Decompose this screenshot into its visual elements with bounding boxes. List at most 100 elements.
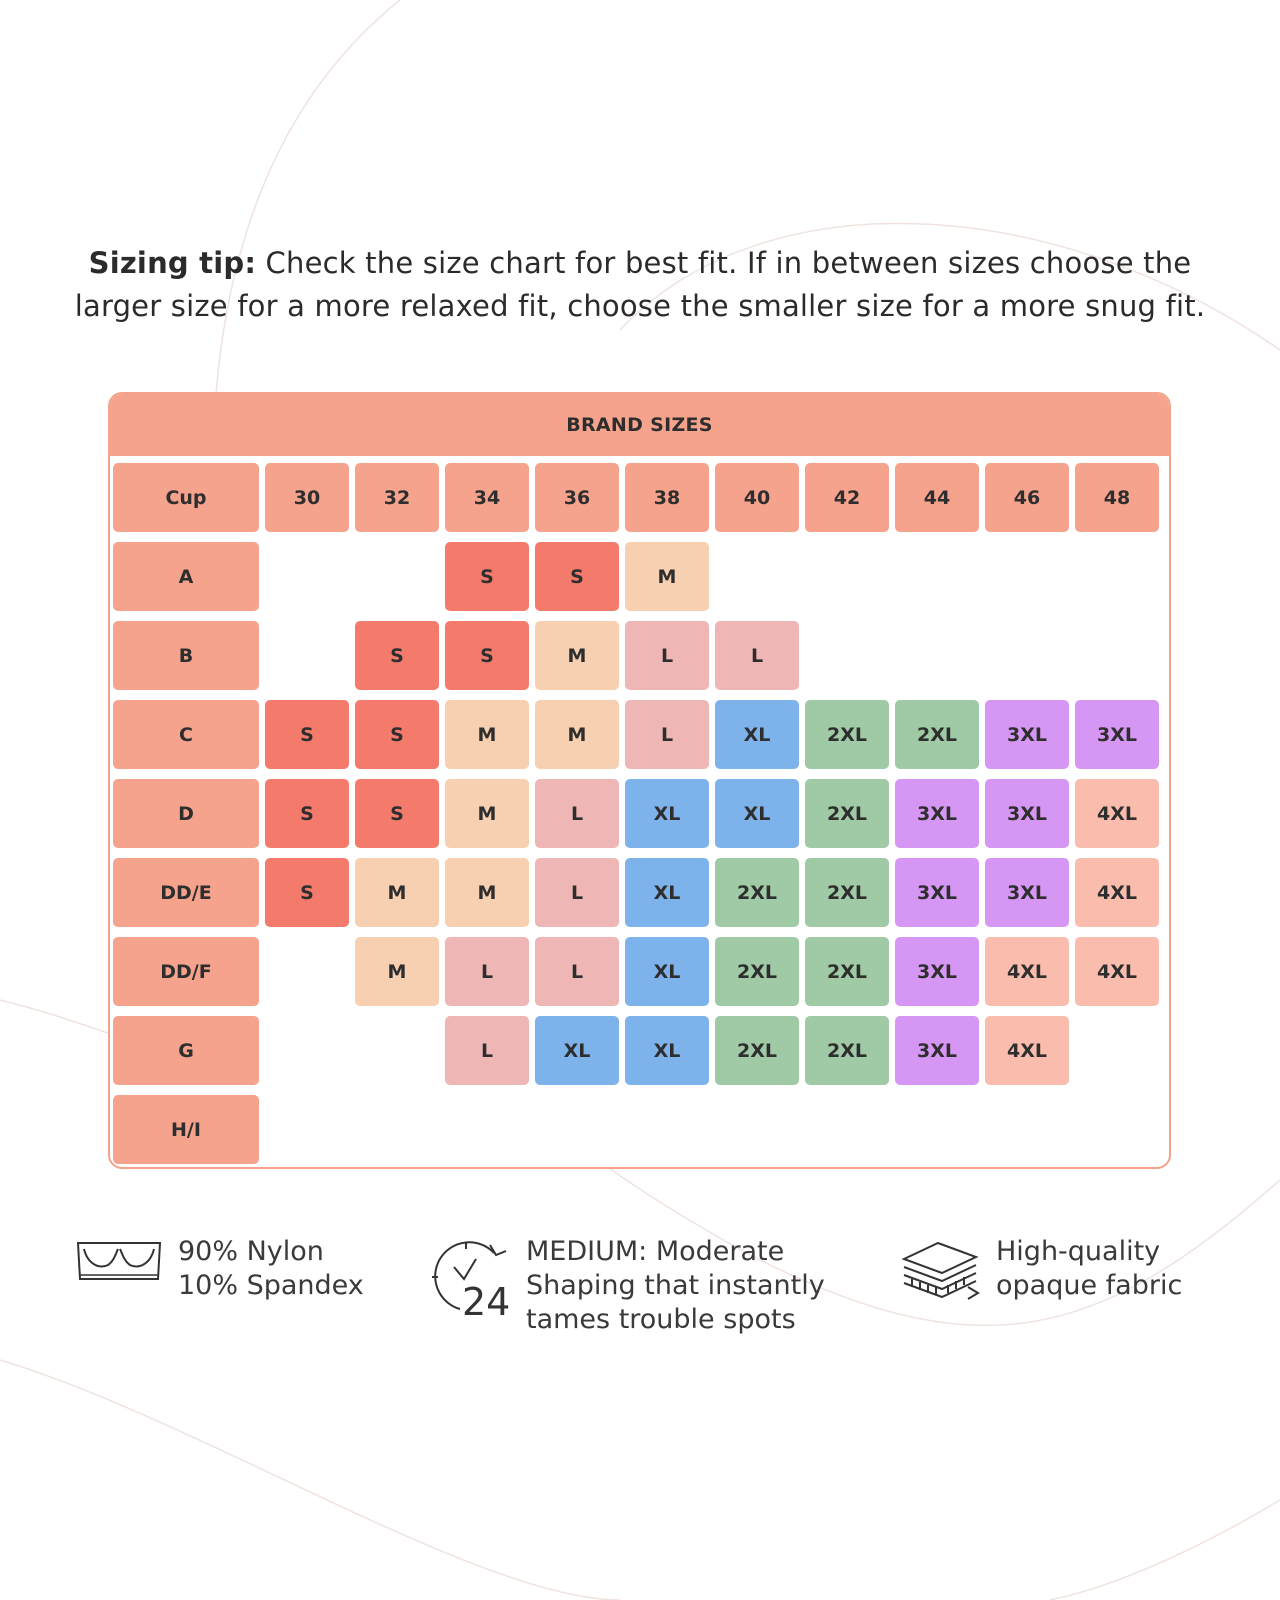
empty-cell bbox=[355, 1095, 439, 1164]
size-cell: S bbox=[355, 700, 439, 769]
size-cell: M bbox=[535, 621, 619, 690]
features-row: 90% Nylon 10% Spandex 24 MEDIUM: Moderat… bbox=[0, 1235, 1280, 1355]
feature-fabric-line2: opaque fabric bbox=[996, 1270, 1183, 1301]
chart-title: BRAND SIZES bbox=[110, 394, 1169, 456]
band-header-48: 48 bbox=[1075, 463, 1159, 532]
size-cell: XL bbox=[715, 779, 799, 848]
feature-material-line1: 90% Nylon bbox=[178, 1236, 324, 1267]
size-cell: 2XL bbox=[805, 700, 889, 769]
feature-shaping-line3: tames trouble spots bbox=[526, 1304, 796, 1335]
size-cell: 2XL bbox=[805, 858, 889, 927]
cup-label-dd-e: DD/E bbox=[113, 858, 259, 927]
size-cell: 4XL bbox=[985, 937, 1069, 1006]
size-cell: S bbox=[265, 779, 349, 848]
empty-cell bbox=[1075, 1095, 1159, 1164]
band-header-38: 38 bbox=[625, 463, 709, 532]
band-header-44: 44 bbox=[895, 463, 979, 532]
size-cell: 2XL bbox=[805, 937, 889, 1006]
empty-cell bbox=[715, 1095, 799, 1164]
size-cell: S bbox=[265, 700, 349, 769]
size-cell: 2XL bbox=[715, 937, 799, 1006]
feature-fabric-text: High-quality opaque fabric bbox=[996, 1235, 1182, 1303]
empty-cell bbox=[625, 1095, 709, 1164]
cup-label-dd-f: DD/F bbox=[113, 937, 259, 1006]
size-cell: 3XL bbox=[895, 937, 979, 1006]
size-chart: BRAND SIZES Cup 30 32 34 36 38 40 42 44 46 48 A S S M B… bbox=[108, 392, 1171, 1169]
size-cell: 4XL bbox=[985, 1016, 1069, 1085]
cup-label-b: B bbox=[113, 621, 259, 690]
feature-shaping-line1: MEDIUM: Moderate bbox=[526, 1236, 785, 1267]
sizing-tip-text-line2: larger size for a more relaxed fit, choo… bbox=[74, 289, 1206, 323]
band-header-36: 36 bbox=[535, 463, 619, 532]
size-cell: S bbox=[445, 621, 529, 690]
size-cell: S bbox=[265, 858, 349, 927]
empty-cell bbox=[895, 621, 979, 690]
band-header-46: 46 bbox=[985, 463, 1069, 532]
feature-material: 90% Nylon 10% Spandex bbox=[74, 1235, 364, 1303]
size-cell: S bbox=[535, 542, 619, 611]
size-cell: L bbox=[535, 937, 619, 1006]
clock-24-icon: 24 bbox=[428, 1235, 512, 1324]
size-cell: L bbox=[715, 621, 799, 690]
size-cell: M bbox=[355, 937, 439, 1006]
band-header-40: 40 bbox=[715, 463, 799, 532]
feature-fabric-line1: High-quality bbox=[996, 1236, 1161, 1267]
empty-cell bbox=[355, 1016, 439, 1085]
empty-cell bbox=[895, 542, 979, 611]
size-cell: L bbox=[625, 621, 709, 690]
svg-text:24: 24 bbox=[462, 1280, 510, 1319]
empty-cell bbox=[715, 542, 799, 611]
size-cell: M bbox=[625, 542, 709, 611]
band-header-42: 42 bbox=[805, 463, 889, 532]
empty-cell bbox=[445, 1095, 529, 1164]
sizing-tip-label: Sizing tip: bbox=[88, 246, 257, 280]
empty-cell bbox=[265, 542, 349, 611]
size-cell: XL bbox=[715, 700, 799, 769]
size-cell: L bbox=[445, 937, 529, 1006]
size-cell: 3XL bbox=[895, 779, 979, 848]
size-cell: 3XL bbox=[985, 779, 1069, 848]
empty-cell bbox=[805, 621, 889, 690]
size-cell: L bbox=[535, 779, 619, 848]
size-cell: 2XL bbox=[805, 779, 889, 848]
size-cell: XL bbox=[535, 1016, 619, 1085]
fabric-layers-icon bbox=[898, 1235, 982, 1311]
feature-shaping-line2: Shaping that instantly bbox=[526, 1270, 825, 1301]
empty-cell bbox=[265, 1016, 349, 1085]
size-cell: 3XL bbox=[895, 858, 979, 927]
size-grid: Cup 30 32 34 36 38 40 42 44 46 48 A S S M B S S M L L C S S M M L X… bbox=[113, 463, 1159, 1164]
feature-material-text: 90% Nylon 10% Spandex bbox=[178, 1235, 364, 1303]
size-cell: M bbox=[445, 700, 529, 769]
size-cell: 4XL bbox=[1075, 858, 1159, 927]
sizing-tip-line1: Sizing tip: Check the size chart for bes… bbox=[60, 242, 1220, 285]
size-cell: 4XL bbox=[1075, 937, 1159, 1006]
size-cell: XL bbox=[625, 937, 709, 1006]
cup-label-g: G bbox=[113, 1016, 259, 1085]
empty-cell bbox=[1075, 542, 1159, 611]
band-header-32: 32 bbox=[355, 463, 439, 532]
cup-label-d: D bbox=[113, 779, 259, 848]
empty-cell bbox=[805, 1095, 889, 1164]
size-cell: S bbox=[445, 542, 529, 611]
empty-cell bbox=[1075, 621, 1159, 690]
size-cell: XL bbox=[625, 1016, 709, 1085]
empty-cell bbox=[1075, 1016, 1159, 1085]
size-cell: 2XL bbox=[715, 1016, 799, 1085]
empty-cell bbox=[805, 542, 889, 611]
size-cell: M bbox=[445, 779, 529, 848]
empty-cell bbox=[355, 542, 439, 611]
size-cell: S bbox=[355, 621, 439, 690]
size-cell: M bbox=[535, 700, 619, 769]
size-cell: 2XL bbox=[895, 700, 979, 769]
cup-label-h-i: H/I bbox=[113, 1095, 259, 1164]
size-cell: M bbox=[355, 858, 439, 927]
band-header-30: 30 bbox=[265, 463, 349, 532]
empty-cell bbox=[985, 542, 1069, 611]
sizing-tip: Sizing tip: Check the size chart for bes… bbox=[60, 242, 1220, 328]
empty-cell bbox=[985, 621, 1069, 690]
feature-shaping-text: MEDIUM: Moderate Shaping that instantly … bbox=[526, 1235, 825, 1337]
size-cell: 3XL bbox=[985, 700, 1069, 769]
size-cell: XL bbox=[625, 858, 709, 927]
empty-cell bbox=[895, 1095, 979, 1164]
cup-header: Cup bbox=[113, 463, 259, 532]
